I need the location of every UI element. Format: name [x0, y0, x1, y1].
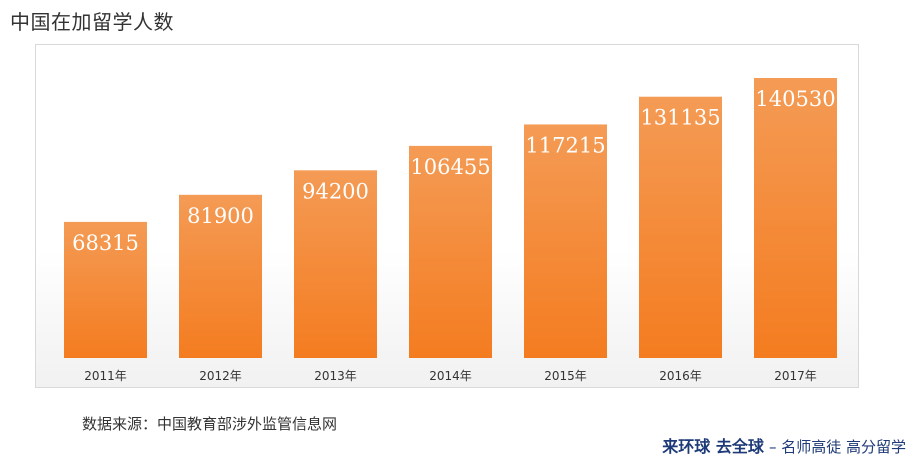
x-tick-label: 2014年	[429, 369, 472, 383]
page-title: 中国在加留学人数	[10, 10, 174, 34]
x-tick-label: 2011年	[84, 369, 127, 383]
data-label-2011年: 68315	[72, 231, 139, 255]
data-label-2016年: 131135	[640, 106, 720, 130]
bar-2016年	[639, 96, 722, 359]
bar-2015年	[524, 124, 607, 359]
data-label-2014年: 106455	[410, 155, 490, 179]
data-label-2015年: 117215	[525, 133, 605, 157]
bar-2014年	[409, 145, 492, 358]
data-source-note: 数据来源：中国教育部涉外监管信息网	[82, 415, 338, 433]
x-tick-label: 2013年	[314, 369, 357, 383]
x-tick-label: 2012年	[199, 369, 242, 383]
bar-2011年	[64, 221, 147, 358]
data-label-2013年: 94200	[302, 179, 369, 203]
bar-2012年	[179, 194, 262, 358]
bar-chart: 68315 2011年 81900 2012年 94200 2013年 106455 2014…	[64, 78, 837, 383]
chart-area: 68315 2011年 81900 2012年 94200 2013年 106455 2014…	[35, 44, 859, 388]
data-label-2017年: 140530	[755, 87, 835, 111]
data-label-2012年: 81900	[187, 204, 254, 228]
x-tick-label: 2016年	[659, 369, 702, 383]
x-tick-label: 2015年	[544, 369, 587, 383]
bar-2017年	[754, 78, 837, 358]
bar-2013年	[294, 170, 377, 358]
x-tick-label: 2017年	[774, 369, 817, 383]
brand-main: 来环球 去全球	[662, 437, 764, 456]
brand-sub: – 名师高徒 高分留学	[768, 438, 906, 456]
brand-slogan: 来环球 去全球 – 名师高徒 高分留学	[662, 433, 906, 457]
